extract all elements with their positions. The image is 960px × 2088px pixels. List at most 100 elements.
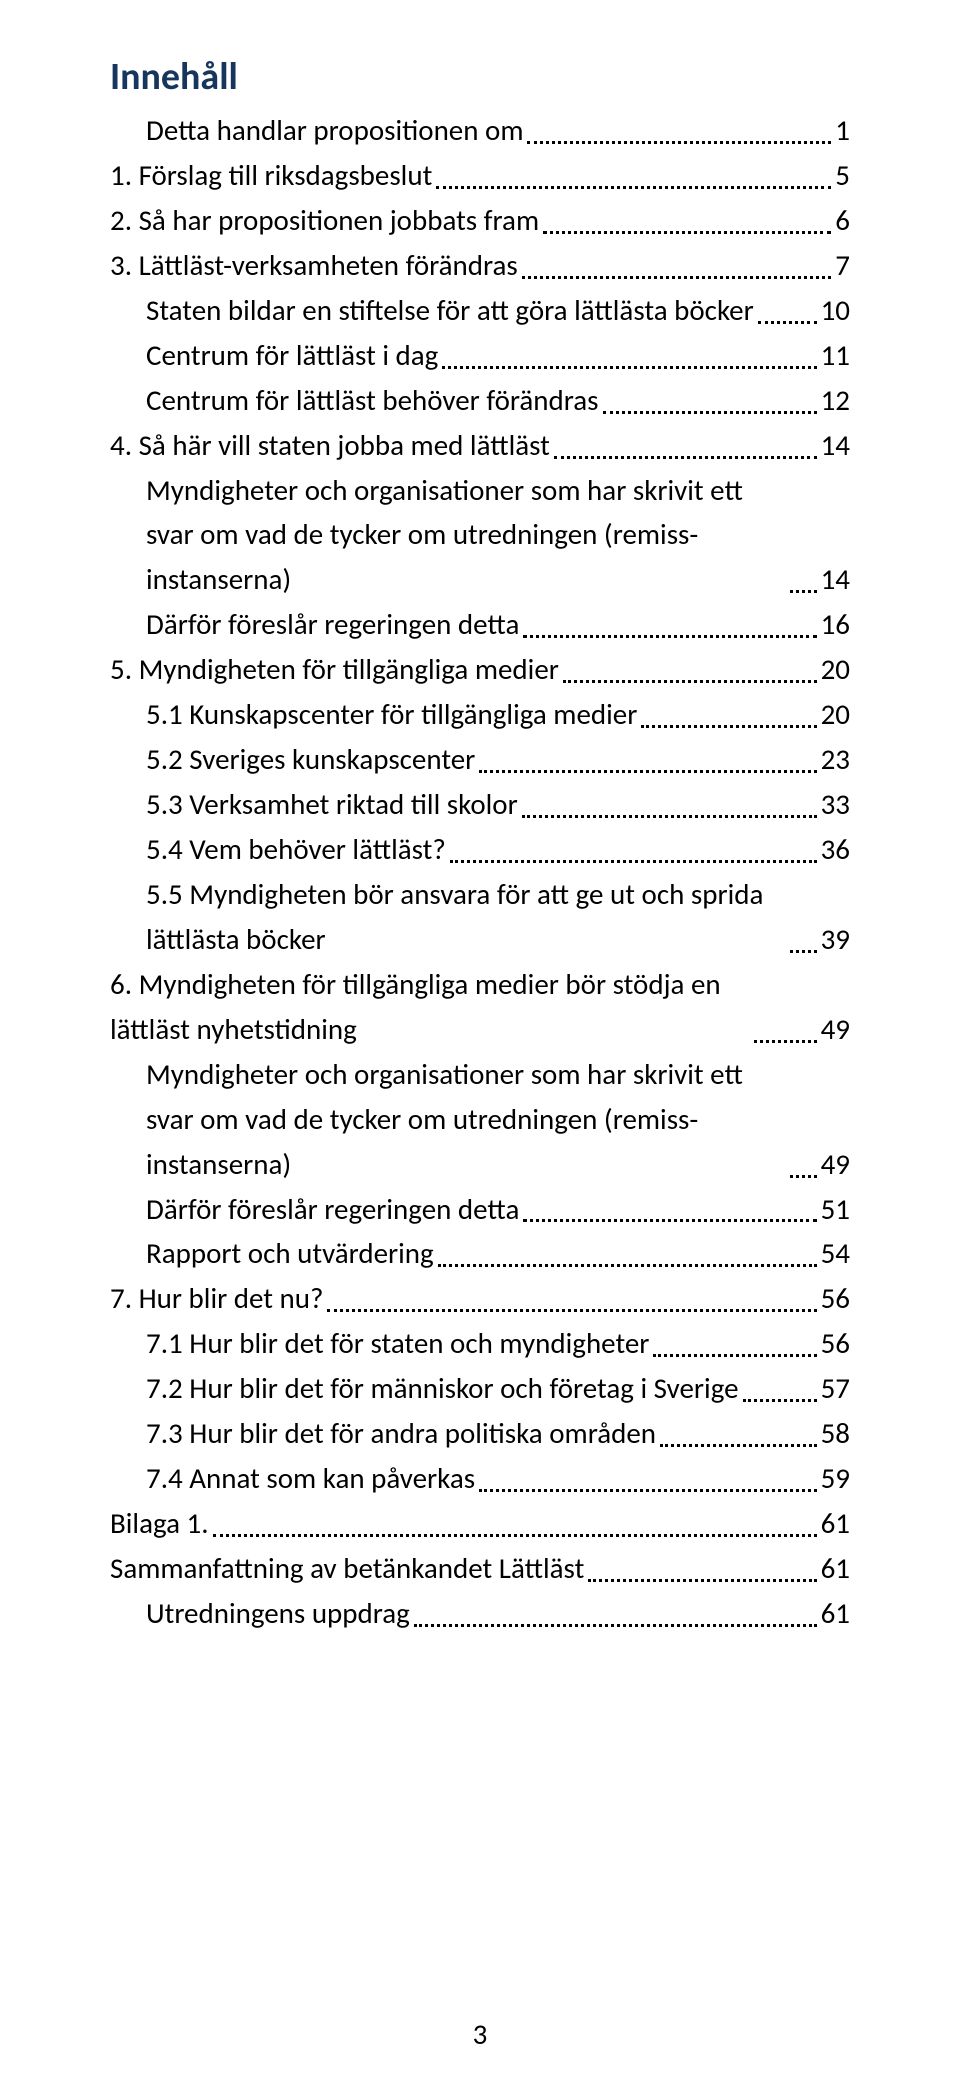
page: Innehåll Detta handlar propositionen om1… <box>0 0 960 2088</box>
toc-entry-page: 14 <box>821 423 850 468</box>
toc-entry-page: 49 <box>821 1007 850 1052</box>
toc-entry-page: 33 <box>821 782 850 827</box>
toc-entry[interactable]: 5.5 Myndigheten bör ansvara för att ge u… <box>110 872 850 962</box>
toc-entry[interactable]: Utredningens uppdrag61 <box>110 1591 850 1636</box>
toc-entry[interactable]: 5.4 Vem behöver lättläst?36 <box>110 827 850 872</box>
toc-entry-label: 7.2 Hur blir det för människor och föret… <box>146 1366 739 1411</box>
toc-leader <box>603 411 817 414</box>
toc-entry[interactable]: 7. Hur blir det nu?56 <box>110 1276 850 1321</box>
toc-leader <box>479 1489 817 1492</box>
toc-entry-label: Utredningens uppdrag <box>146 1591 410 1636</box>
toc-entry-label: 4. Så här vill staten jobba med lättläst <box>110 423 550 468</box>
toc-entry-page: 10 <box>821 288 850 333</box>
toc-entry[interactable]: Staten bildar en stiftelse för att göra … <box>110 288 850 333</box>
toc-entry[interactable]: Därför föreslår regeringen detta16 <box>110 602 850 647</box>
toc-entry[interactable]: Bilaga 1. 61 <box>110 1501 850 1546</box>
toc-leader <box>563 680 817 683</box>
toc-entry[interactable]: 5.3 Verksamhet riktad till skolor 33 <box>110 782 850 827</box>
toc-entry-page: 1 <box>835 108 850 153</box>
toc-leader <box>790 950 817 953</box>
toc-entry[interactable]: 7.2 Hur blir det för människor och föret… <box>110 1366 850 1411</box>
toc-leader <box>436 186 831 189</box>
toc-entry-page: 36 <box>821 827 850 872</box>
toc-entry[interactable]: 6. Myndigheten för tillgängliga medier b… <box>110 962 850 1052</box>
toc-leader <box>414 1624 817 1627</box>
toc-entry[interactable]: 3. Lättläst-verksamheten förändras7 <box>110 243 850 288</box>
toc-leader <box>653 1354 816 1357</box>
toc-entry[interactable]: 7.4 Annat som kan påverkas59 <box>110 1456 850 1501</box>
toc-entry-page: 12 <box>821 378 850 423</box>
toc-entry[interactable]: 5. Myndigheten för tillgängliga medier20 <box>110 647 850 692</box>
toc-entry-page: 57 <box>821 1366 850 1411</box>
toc-entry-page: 49 <box>821 1142 850 1187</box>
toc-container: Detta handlar propositionen om11. Försla… <box>110 108 850 1636</box>
toc-entry[interactable]: Myndigheter och organisationer som har s… <box>110 1052 850 1187</box>
toc-entry-page: 61 <box>821 1501 850 1546</box>
toc-leader <box>527 141 831 144</box>
toc-leader <box>479 770 816 773</box>
toc-entry[interactable]: 5.1 Kunskapscenter för tillgängliga medi… <box>110 692 850 737</box>
toc-entry[interactable]: Centrum för lättläst behöver förändras 12 <box>110 378 850 423</box>
toc-entry-page: 39 <box>821 917 850 962</box>
toc-leader <box>522 815 817 818</box>
toc-entry-label: 5.5 Myndigheten bör ansvara för att ge u… <box>146 872 786 962</box>
toc-leader <box>790 590 817 593</box>
toc-leader <box>523 635 816 638</box>
toc-entry-page: 54 <box>821 1231 850 1276</box>
toc-entry-page: 20 <box>821 647 850 692</box>
toc-entry[interactable]: 5.2 Sveriges kunskapscenter 23 <box>110 737 850 782</box>
toc-entry-label: 1. Förslag till riksdagsbeslut <box>110 153 432 198</box>
toc-leader <box>442 366 816 369</box>
toc-entry-label: Staten bildar en stiftelse för att göra … <box>146 288 754 333</box>
toc-leader <box>522 276 832 279</box>
toc-entry-page: 11 <box>821 333 850 378</box>
toc-leader <box>660 1444 817 1447</box>
toc-entry-page: 61 <box>821 1546 850 1591</box>
toc-leader <box>758 321 817 324</box>
toc-entry[interactable]: 7.3 Hur blir det för andra politiska omr… <box>110 1411 850 1456</box>
toc-entry-page: 59 <box>821 1456 850 1501</box>
toc-entry[interactable]: Myndigheter och organisationer som har s… <box>110 468 850 603</box>
toc-entry[interactable]: Sammanfattning av betänkandet Lättläst 61 <box>110 1546 850 1591</box>
toc-entry-page: 14 <box>821 557 850 602</box>
toc-entry-label: 7. Hur blir det nu? <box>110 1276 323 1321</box>
toc-entry[interactable]: Därför föreslår regeringen detta51 <box>110 1187 850 1232</box>
toc-entry[interactable]: 1. Förslag till riksdagsbeslut 5 <box>110 153 850 198</box>
toc-entry-label: 2. Så har propositionen jobbats fram <box>110 198 539 243</box>
toc-leader <box>438 1264 817 1267</box>
toc-entry[interactable]: Detta handlar propositionen om1 <box>110 108 850 153</box>
toc-entry-label: Sammanfattning av betänkandet Lättläst <box>110 1546 584 1591</box>
toc-leader <box>450 860 817 863</box>
toc-entry-label: 7.3 Hur blir det för andra politiska omr… <box>146 1411 656 1456</box>
toc-entry-page: 56 <box>821 1321 850 1366</box>
toc-entry-label: Centrum för lättläst behöver förändras <box>146 378 599 423</box>
toc-entry-page: 58 <box>821 1411 850 1456</box>
toc-entry-page: 20 <box>821 692 850 737</box>
toc-entry-label: 5.1 Kunskapscenter för tillgängliga medi… <box>146 692 637 737</box>
toc-leader <box>790 1175 817 1178</box>
toc-entry[interactable]: Centrum för lättläst i dag 11 <box>110 333 850 378</box>
toc-entry-label: 5.2 Sveriges kunskapscenter <box>146 737 475 782</box>
toc-entry-page: 5 <box>835 153 850 198</box>
toc-entry-label: Myndigheter och organisationer som har s… <box>146 468 786 603</box>
toc-entry-label: Myndigheter och organisationer som har s… <box>146 1052 786 1187</box>
toc-entry-label: 7.1 Hur blir det för staten och myndighe… <box>146 1321 649 1366</box>
toc-entry-label: 6. Myndigheten för tillgängliga medier b… <box>110 962 750 1052</box>
toc-entry-label: Bilaga 1. <box>110 1501 209 1546</box>
toc-entry-page: 6 <box>835 198 850 243</box>
toc-leader <box>213 1534 817 1537</box>
toc-leader <box>641 725 816 728</box>
toc-entry[interactable]: 7.1 Hur blir det för staten och myndighe… <box>110 1321 850 1366</box>
toc-title: Innehåll <box>110 54 850 100</box>
toc-entry-label: 5.3 Verksamhet riktad till skolor <box>146 782 518 827</box>
toc-entry-label: Centrum för lättläst i dag <box>146 333 438 378</box>
toc-leader <box>588 1579 816 1582</box>
toc-entry-page: 23 <box>821 737 850 782</box>
toc-leader <box>554 456 817 459</box>
toc-entry[interactable]: 2. Så har propositionen jobbats fram 6 <box>110 198 850 243</box>
toc-entry-page: 7 <box>835 243 850 288</box>
toc-entry[interactable]: Rapport och utvärdering54 <box>110 1231 850 1276</box>
toc-entry-label: Därför föreslår regeringen detta <box>146 1187 519 1232</box>
toc-leader <box>523 1219 816 1222</box>
toc-entry[interactable]: 4. Så här vill staten jobba med lättläst… <box>110 423 850 468</box>
